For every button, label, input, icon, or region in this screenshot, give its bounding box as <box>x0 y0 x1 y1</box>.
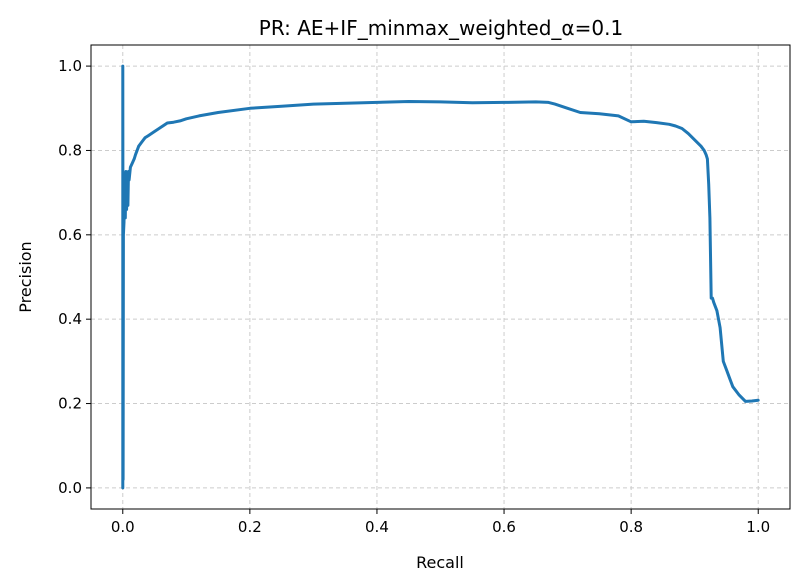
y-tick-label: 0.0 <box>58 479 82 497</box>
x-tick-label: 0.6 <box>492 518 516 536</box>
x-tick-label: 0.8 <box>619 518 643 536</box>
grid-layer <box>91 45 790 509</box>
x-axis-label: Recall <box>416 553 464 572</box>
x-tick-label: 0.2 <box>238 518 262 536</box>
y-tick-label: 0.8 <box>58 141 82 159</box>
ticks-layer: 0.0 0.2 0.4 0.6 0.8 1.0 0.0 0.2 0.4 0.6 0.8 1.0 <box>58 57 770 536</box>
y-tick-label: 0.4 <box>58 310 82 328</box>
line-layer <box>121 64 760 490</box>
x-tick-label: 0.0 <box>111 518 135 536</box>
y-tick-label: 1.0 <box>58 57 82 75</box>
chart-title: PR: AE+IF_minmax_weighted_α=0.1 <box>259 16 623 40</box>
y-tick-label: 0.2 <box>58 395 82 413</box>
plot-frame <box>90 44 791 510</box>
x-tick-label: 1.0 <box>746 518 770 536</box>
x-tick-label: 0.4 <box>365 518 389 536</box>
y-tick-label: 0.6 <box>58 226 82 244</box>
pr-curve-line <box>121 64 760 490</box>
y-axis-label: Precision <box>16 241 35 312</box>
